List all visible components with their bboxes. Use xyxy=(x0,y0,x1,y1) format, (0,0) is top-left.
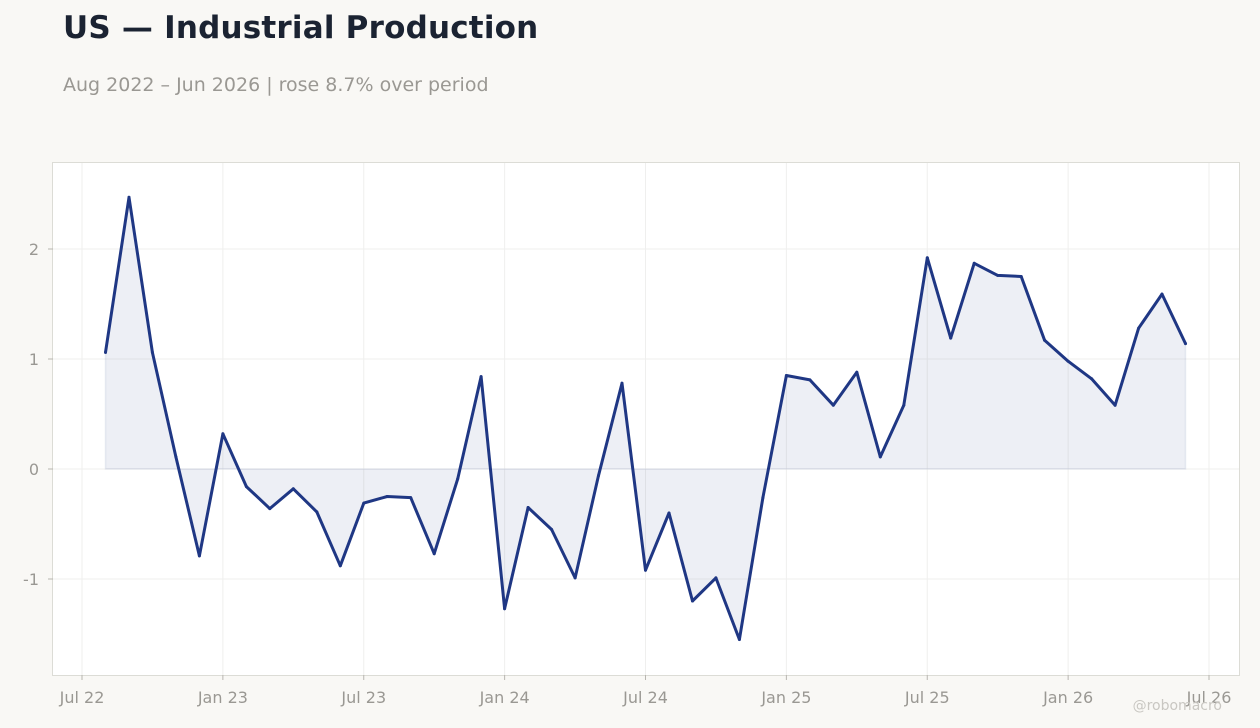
y-tick-label: 0 xyxy=(29,460,39,479)
x-tick-label: Jan 26 xyxy=(1042,688,1093,707)
x-tick-label: Jan 23 xyxy=(197,688,248,707)
data-point xyxy=(784,374,788,377)
data-point xyxy=(244,485,248,489)
data-point xyxy=(127,195,131,199)
data-point xyxy=(150,350,154,354)
data-point xyxy=(1184,342,1187,346)
data-point xyxy=(996,273,1000,277)
data-point xyxy=(855,370,859,374)
data-point xyxy=(925,256,929,260)
x-tick-label: Jul 23 xyxy=(340,688,386,707)
x-tick-label: Jul 26 xyxy=(1186,688,1232,707)
data-point xyxy=(1160,292,1164,296)
data-point xyxy=(409,496,413,500)
data-point xyxy=(1043,338,1047,342)
data-point xyxy=(456,477,460,481)
x-tick-label: Jul 22 xyxy=(59,688,105,707)
x-axis: Jul 22 Jan 23 Jul 23 Jan 24 Jul 24 Jan 25 Jul … xyxy=(59,675,1232,707)
watermark: @robomacro xyxy=(1132,698,1222,714)
data-point xyxy=(644,568,647,572)
x-tick-label: Jan 24 xyxy=(479,688,530,707)
data-point xyxy=(691,599,694,603)
data-point xyxy=(479,375,483,379)
data-point xyxy=(1090,377,1094,381)
data-point xyxy=(362,501,366,505)
data-point xyxy=(761,496,765,500)
data-point xyxy=(268,507,272,511)
chart-title: US — Industrial Production xyxy=(63,10,539,46)
y-tick-label: 1 xyxy=(29,350,39,369)
data-point xyxy=(174,455,178,459)
y-tick-label: -1 xyxy=(23,570,39,589)
x-tick-label: Jul 25 xyxy=(904,688,950,707)
data-point xyxy=(197,554,201,558)
data-point xyxy=(831,403,835,407)
data-point xyxy=(1113,403,1117,407)
data-point xyxy=(902,403,906,407)
data-point xyxy=(338,564,342,568)
data-point xyxy=(714,576,718,580)
y-axis: -1 0 1 2 xyxy=(23,240,53,589)
data-point xyxy=(1137,326,1141,330)
data-point xyxy=(573,576,577,580)
data-point xyxy=(385,495,389,498)
point-layer xyxy=(104,195,1187,641)
x-tick-label: Jan 25 xyxy=(760,688,811,707)
data-point xyxy=(315,510,319,514)
y-tick-label: 2 xyxy=(29,240,39,259)
data-point xyxy=(221,432,225,436)
data-point xyxy=(597,474,600,478)
x-tick-label: Jul 24 xyxy=(622,688,668,707)
data-point xyxy=(526,506,530,509)
data-point xyxy=(949,336,953,340)
data-point xyxy=(878,455,882,459)
data-point xyxy=(503,607,507,611)
data-point xyxy=(1019,275,1023,278)
data-point xyxy=(620,381,624,385)
chart-subtitle: Aug 2022 – Jun 2026 | rose 8.7% over per… xyxy=(63,74,489,96)
data-point xyxy=(808,378,812,382)
data-point xyxy=(737,638,741,641)
data-point xyxy=(550,528,554,531)
data-point xyxy=(104,350,107,354)
data-point xyxy=(1066,359,1070,363)
data-point xyxy=(291,487,295,491)
grid xyxy=(53,163,1239,675)
data-point xyxy=(972,261,976,265)
data-point xyxy=(667,511,671,515)
data-point xyxy=(432,552,436,556)
